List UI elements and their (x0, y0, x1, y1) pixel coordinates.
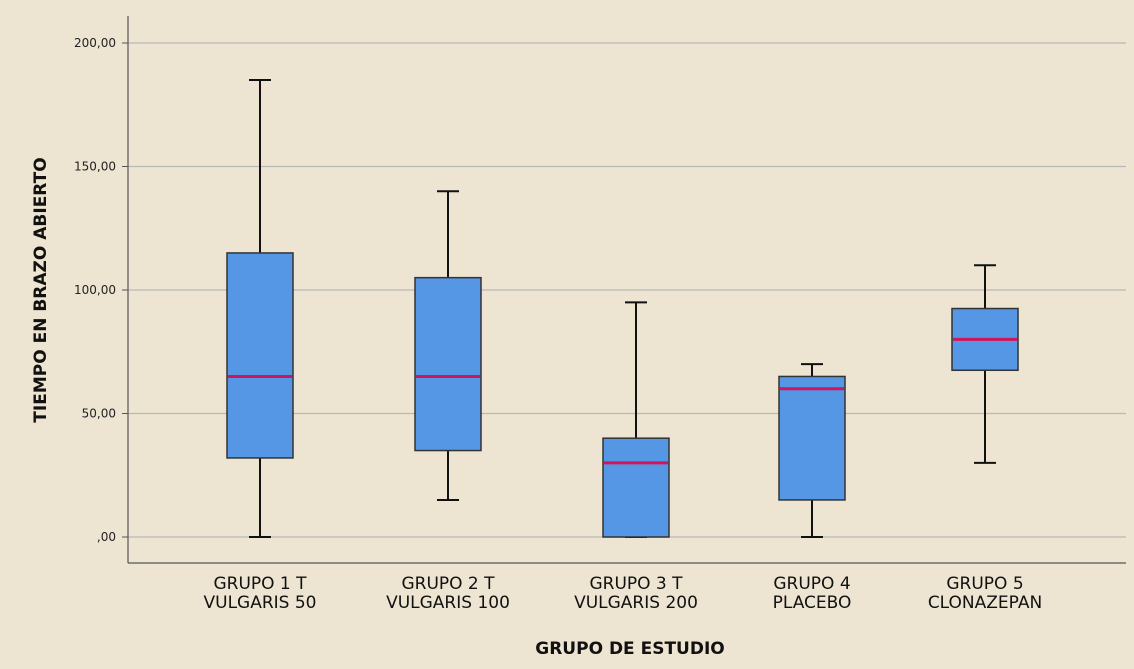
box-series (226, 79, 1019, 538)
y-tick-label: 100,00 (74, 283, 116, 297)
iqr-box (226, 252, 294, 459)
axes (127, 16, 1126, 564)
x-tick-label: GRUPO 1 T VULGARIS 50 (204, 574, 317, 613)
iqr-box (602, 437, 670, 538)
y-axis-title: TIEMPO EN BRAZO ABIERTO (31, 157, 51, 422)
y-tick-label: ,00 (97, 530, 116, 544)
grid-lines (128, 42, 1126, 538)
x-axis-title: GRUPO DE ESTUDIO (535, 639, 724, 659)
y-tick-label: 200,00 (74, 36, 116, 50)
x-tick-label: GRUPO 2 T VULGARIS 100 (386, 574, 510, 613)
box-group (602, 301, 670, 538)
iqr-box (778, 375, 846, 501)
x-axis-ticks: GRUPO 1 T VULGARIS 50 GRUPO 2 T VULGARIS 10… (204, 574, 1043, 613)
x-tick-label: GRUPO 5 CLONAZEPAN (928, 574, 1042, 613)
box-group (226, 79, 294, 538)
y-axis-ticks: ,00 50,00 100,00 150,00 200,00 (74, 36, 128, 544)
x-tick-label: GRUPO 4 PLACEBO (773, 574, 852, 613)
box-group (778, 363, 846, 538)
iqr-box (414, 276, 482, 452)
box-group (951, 264, 1019, 464)
y-tick-label: 150,00 (74, 160, 116, 174)
y-tick-label: 50,00 (82, 407, 116, 421)
box-group (414, 190, 482, 501)
x-tick-label: GRUPO 3 T VULGARIS 200 (574, 574, 698, 613)
